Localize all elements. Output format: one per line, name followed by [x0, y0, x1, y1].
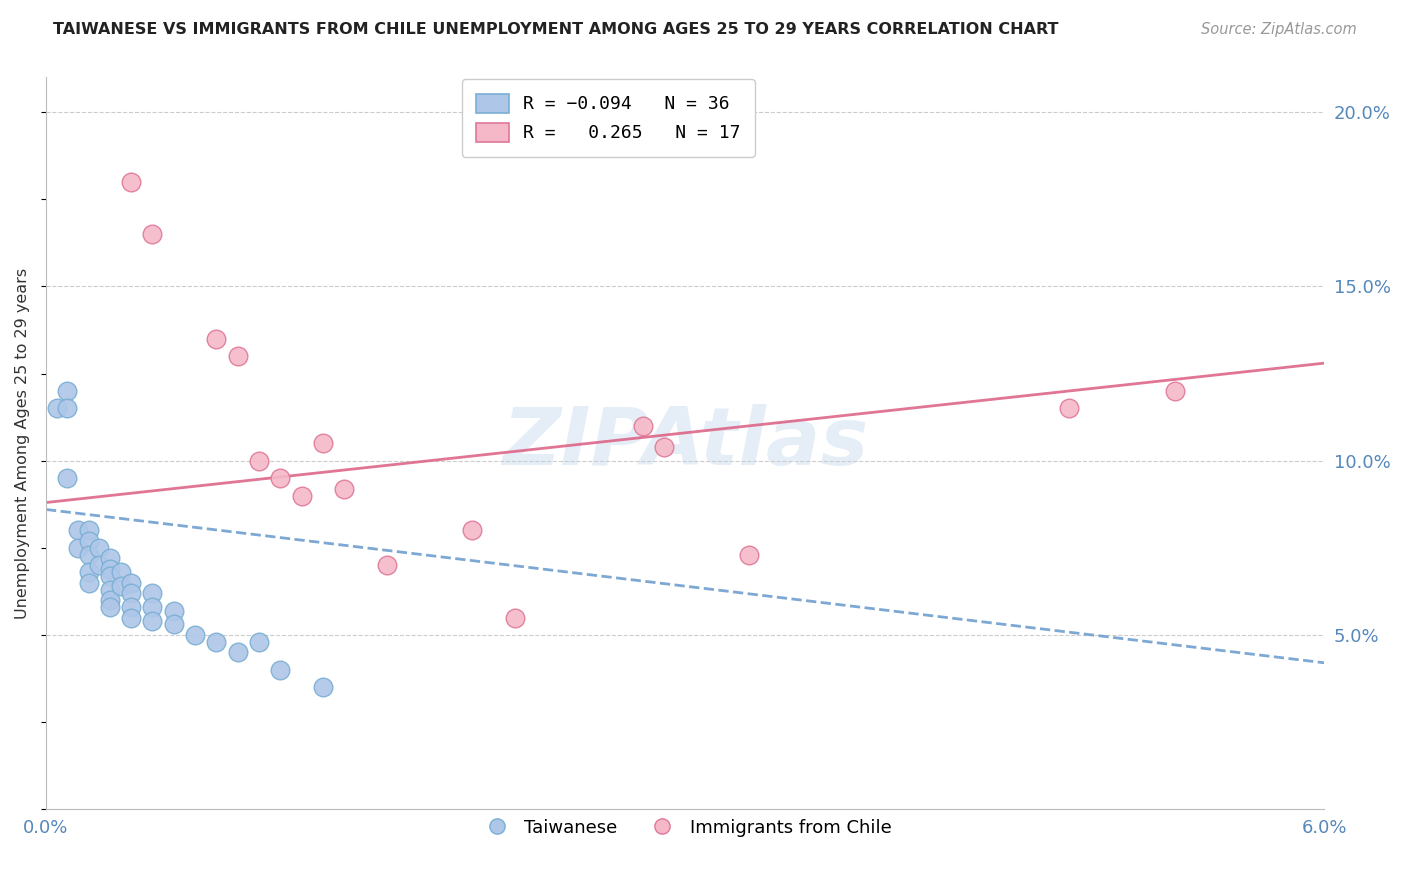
- Point: [1057, 401, 1080, 416]
- Point: [184, 628, 207, 642]
- Point: [461, 524, 484, 538]
- Point: [247, 453, 270, 467]
- Point: [98, 593, 121, 607]
- Point: [77, 575, 100, 590]
- Point: [226, 645, 249, 659]
- Point: [163, 603, 186, 617]
- Point: [247, 635, 270, 649]
- Point: [141, 600, 163, 615]
- Point: [89, 541, 111, 555]
- Point: [269, 663, 291, 677]
- Point: [66, 541, 89, 555]
- Point: [141, 586, 163, 600]
- Point: [66, 524, 89, 538]
- Point: [98, 568, 121, 582]
- Point: [110, 565, 132, 579]
- Point: [120, 586, 142, 600]
- Point: [631, 418, 654, 433]
- Point: [77, 533, 100, 548]
- Point: [120, 175, 142, 189]
- Point: [45, 401, 67, 416]
- Legend: Taiwanese, Immigrants from Chile: Taiwanese, Immigrants from Chile: [472, 812, 898, 844]
- Point: [205, 635, 228, 649]
- Point: [503, 610, 526, 624]
- Point: [98, 582, 121, 597]
- Text: TAIWANESE VS IMMIGRANTS FROM CHILE UNEMPLOYMENT AMONG AGES 25 TO 29 YEARS CORREL: TAIWANESE VS IMMIGRANTS FROM CHILE UNEMP…: [53, 22, 1059, 37]
- Point: [77, 524, 100, 538]
- Text: Source: ZipAtlas.com: Source: ZipAtlas.com: [1201, 22, 1357, 37]
- Point: [77, 548, 100, 562]
- Point: [738, 548, 761, 562]
- Point: [56, 471, 79, 485]
- Point: [312, 436, 335, 450]
- Point: [56, 401, 79, 416]
- Point: [120, 575, 142, 590]
- Point: [141, 227, 163, 242]
- Point: [77, 565, 100, 579]
- Point: [141, 614, 163, 628]
- Point: [110, 579, 132, 593]
- Y-axis label: Unemployment Among Ages 25 to 29 years: Unemployment Among Ages 25 to 29 years: [15, 268, 30, 619]
- Point: [98, 562, 121, 576]
- Point: [652, 440, 675, 454]
- Point: [163, 617, 186, 632]
- Point: [312, 680, 335, 694]
- Point: [226, 349, 249, 363]
- Point: [1164, 384, 1187, 398]
- Point: [98, 600, 121, 615]
- Point: [89, 558, 111, 573]
- Point: [56, 384, 79, 398]
- Point: [291, 489, 314, 503]
- Point: [333, 482, 356, 496]
- Text: ZIPAtlas: ZIPAtlas: [502, 404, 869, 483]
- Point: [120, 610, 142, 624]
- Point: [120, 600, 142, 615]
- Point: [375, 558, 398, 573]
- Point: [98, 551, 121, 566]
- Point: [205, 332, 228, 346]
- Point: [269, 471, 291, 485]
